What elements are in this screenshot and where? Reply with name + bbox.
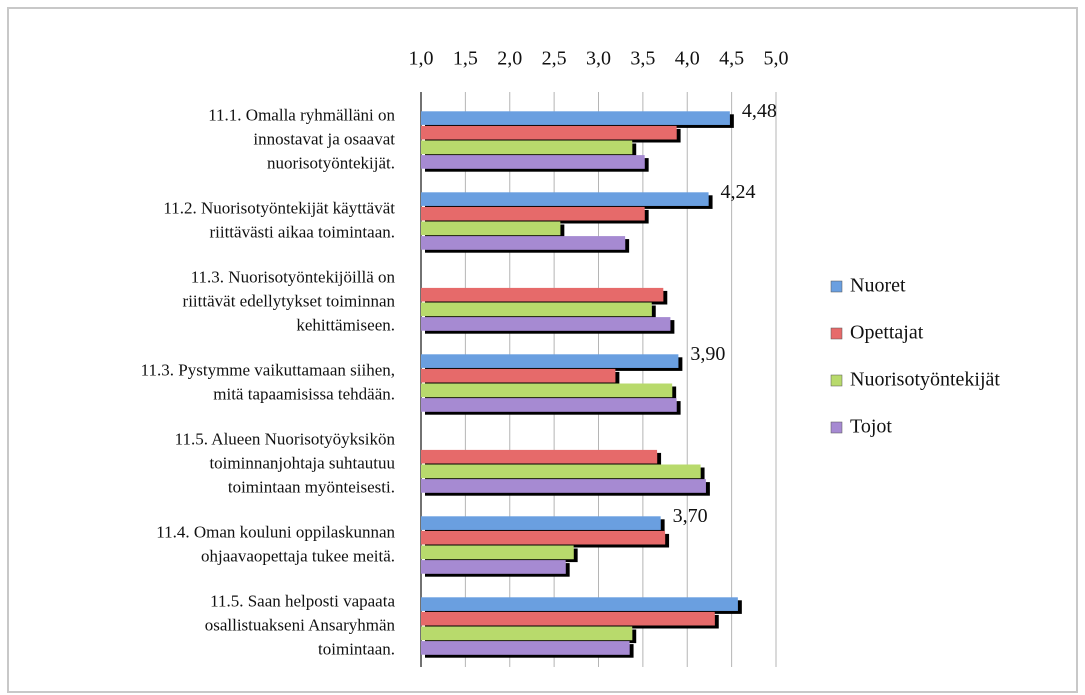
value-label: 3,70 (673, 505, 708, 527)
bar (421, 449, 658, 464)
legend-label: Opettajat (850, 322, 924, 344)
bar (421, 464, 701, 479)
bar (421, 626, 633, 641)
bar (421, 560, 566, 574)
value-label: 4,48 (742, 100, 777, 122)
x-tick-label: 2,5 (542, 48, 567, 70)
x-tick-label: 4,0 (675, 48, 700, 70)
bar (421, 155, 645, 169)
legend-label: Nuorisotyöntekijät (850, 369, 1000, 391)
category-label: 11.5. Saan helposti vapaata osallistuakse… (205, 591, 396, 658)
bar (421, 111, 730, 125)
category-label: 11.4. Oman kouluni oppilaskunnan ohjaavao… (156, 522, 395, 565)
bar (421, 287, 664, 302)
value-label: 3,90 (690, 343, 725, 365)
legend-label: Nuoret (850, 275, 906, 297)
x-tick-label: 1,0 (409, 48, 434, 70)
bar (421, 192, 709, 206)
category-label: 11.5. Alueen Nuorisotyöyksikön toiminnanj… (175, 429, 396, 496)
bar (421, 236, 626, 250)
x-tick-label: 1,5 (453, 48, 478, 70)
legend-swatch (830, 421, 843, 434)
x-tick-label: 5,0 (764, 48, 789, 70)
bar (421, 125, 677, 140)
chart-frame (7, 7, 1078, 693)
bar (421, 383, 673, 398)
bar (421, 302, 652, 317)
category-label: 11.3. Nuorisotyöntekijöillä on riittävät … (183, 267, 396, 334)
legend-swatch (830, 327, 843, 340)
x-tick-label: 3,0 (586, 48, 611, 70)
bar (421, 516, 661, 530)
x-tick-label: 4,5 (719, 48, 744, 70)
bar (421, 368, 616, 383)
category-label: 11.3. Pystymme vaikuttamaan siihen, mitä … (141, 360, 395, 403)
bar (421, 611, 715, 626)
bar (421, 206, 645, 221)
bar (421, 221, 561, 236)
bar (421, 354, 679, 368)
x-tick-label: 2,0 (497, 48, 522, 70)
bar (421, 398, 677, 412)
legend-label: Tojot (850, 416, 892, 438)
bar (421, 641, 630, 655)
legend-swatch (830, 280, 843, 293)
bar (421, 545, 574, 560)
bar (421, 317, 671, 331)
bar (421, 479, 706, 493)
bar (421, 530, 666, 545)
legend-swatch (830, 374, 843, 387)
bar (421, 597, 738, 611)
category-label: 11.1. Omalla ryhmälläni on innostavat ja … (208, 105, 395, 172)
value-label: 4,24 (721, 181, 756, 203)
x-tick-label: 3,5 (630, 48, 655, 70)
bar (421, 140, 633, 155)
category-label: 11.2. Nuorisotyöntekijät käyttävät riittä… (163, 198, 395, 241)
